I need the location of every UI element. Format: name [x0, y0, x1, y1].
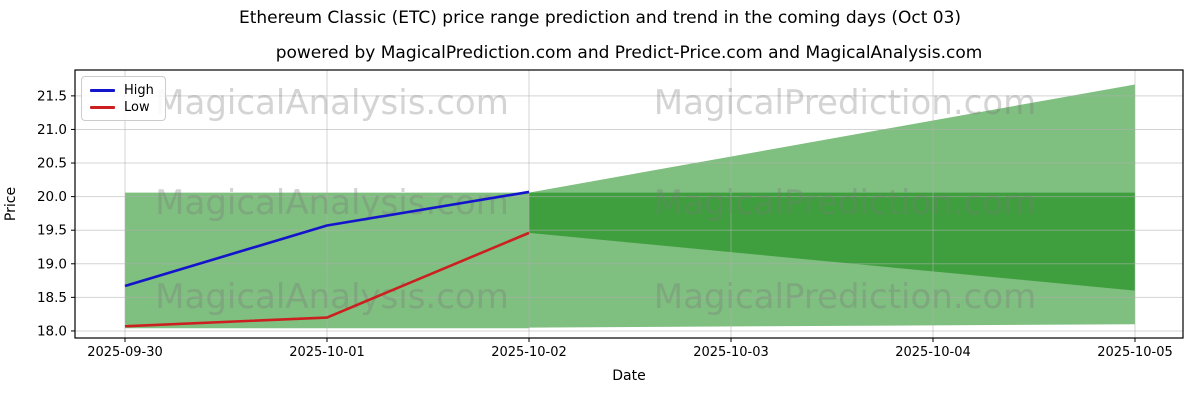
watermark-text: MagicalAnalysis.com	[155, 277, 509, 317]
x-tick-label: 2025-10-01	[289, 345, 365, 360]
chart-title: Ethereum Classic (ETC) price range predi…	[238, 8, 962, 28]
y-tick-label: 18.0	[37, 323, 67, 339]
chart-subtitle: powered by MagicalPrediction.com and Pre…	[275, 43, 983, 63]
legend-label-low: Low	[124, 100, 150, 115]
legend-label-high: High	[124, 83, 154, 98]
y-tick-label: 19.5	[37, 223, 67, 239]
y-tick-label: 19.0	[37, 256, 67, 272]
x-tick-label: 2025-10-05	[1097, 345, 1173, 360]
series-line-high	[124, 190, 530, 288]
legend-item-low: Low	[90, 99, 157, 116]
x-tick-label: 2025-09-30	[87, 345, 163, 360]
y-tick-label: 18.5	[37, 290, 67, 306]
x-tick-label: 2025-10-02	[491, 345, 567, 360]
y-tick-label: 21.0	[37, 122, 67, 138]
x-tick-label: 2025-10-04	[895, 345, 971, 360]
watermark-text: MagicalPrediction.com	[654, 83, 1037, 123]
legend-item-high: High	[90, 82, 157, 99]
x-tick-label: 2025-10-03	[693, 345, 769, 360]
watermark-text: MagicalAnalysis.com	[155, 183, 509, 223]
watermark-text: MagicalPrediction.com	[654, 183, 1037, 223]
y-tick-label: 20.0	[37, 189, 67, 205]
watermark-text: MagicalAnalysis.com	[155, 83, 509, 123]
series-line-low	[124, 231, 530, 328]
watermark-text: MagicalPrediction.com	[654, 277, 1037, 317]
y-tick-label: 21.5	[37, 88, 67, 104]
y-axis-label: Price	[3, 186, 19, 222]
x-axis-label: Date	[612, 368, 646, 384]
y-tick-label: 20.5	[37, 156, 67, 172]
low-line-swatch	[90, 106, 115, 109]
band-forecast-inner	[528, 192, 1136, 291]
axes-spines	[74, 69, 1184, 339]
legend: High Low	[81, 76, 166, 121]
high-line-swatch	[90, 89, 115, 92]
